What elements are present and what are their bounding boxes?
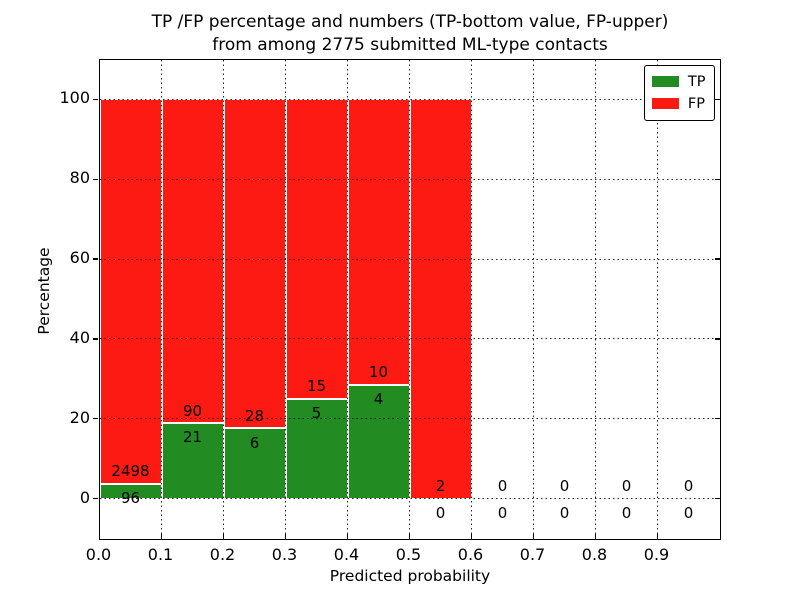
x-tick-label-0.2: 0.2 [209,545,236,564]
fp-count-label-0.2: 28 [244,406,265,425]
x-gridline-0.8 [595,59,596,539]
fp-count-label-0: 2498 [111,462,150,481]
x-axis-label: Predicted probability [329,567,491,585]
x-tick-label-0.7: 0.7 [519,545,546,564]
grid-layer [99,59,720,539]
y-tick-label-60: 60 [69,248,90,268]
bar-fp-0.3 [285,99,348,399]
tp-count-label-0.7: 0 [559,503,570,522]
chart-title-line1: TP /FP percentage and numbers (TP-bottom… [151,12,669,32]
x-gridline-0.7 [533,59,534,539]
y-tick-right-80 [714,178,720,180]
bar-fp-0.1 [161,99,224,424]
y-tick-label-100: 100 [59,88,90,108]
legend-label-tp: TP [687,73,706,90]
x-tick-label-0.1: 0.1 [147,545,174,564]
bar-fp-0.5 [409,99,472,499]
tp-count-label-0.9: 0 [683,503,694,522]
x-tick-label-0.5: 0.5 [395,545,422,564]
annotation-layer: 2498 96 90 21 28 6 15 5 10 4 2 0 0 0 0 0 0 0 0 0 [100,60,720,539]
x-gridline-0.6 [471,59,472,539]
legend-swatch-fp [651,98,679,109]
bar-tp-0.4 [347,384,410,499]
y-tick-label-80: 80 [69,168,90,188]
y-tick-right-0 [714,497,720,500]
tp-count-label-0.6: 0 [497,503,508,522]
bar-tp-0.3 [285,398,348,499]
chart-title-line2: from among 2775 submitted ML-type contac… [212,35,608,55]
tick-layer [93,60,720,539]
fp-count-label-0.8: 0 [621,477,632,496]
x-tick-0.6 [470,533,473,539]
x-tick-0.9 [656,533,659,539]
x-tick-label-0.8: 0.8 [581,545,608,564]
y-tick-40 [93,338,98,340]
x-gridline-0.3 [285,59,286,539]
fp-count-label-0.6: 0 [497,477,508,496]
bar-fp-0.2 [223,99,286,429]
x-tick-label-0.9: 0.9 [643,545,670,564]
y-tick-right-40 [714,338,720,340]
plot-area: 2498 96 90 21 28 6 15 5 10 4 2 0 0 0 0 0 0 0 0 0 TP FP [93,58,721,540]
y-tick-20 [93,418,98,420]
tp-count-label-0.8: 0 [621,503,632,522]
fp-count-label-0.9: 0 [683,477,694,496]
fp-count-label-0.3: 15 [306,377,327,396]
y-tick-80 [93,178,98,180]
x-tick-label-0.6: 0.6 [457,545,484,564]
bar-fp-0 [99,99,162,484]
x-tick-label-0.4: 0.4 [333,545,360,564]
tp-count-label-0: 96 [120,489,141,508]
tp-count-label-0.3: 5 [311,404,322,423]
y-tick-100 [93,98,98,101]
y-tick-label-0: 0 [79,487,90,507]
x-gridline-0.4 [347,59,348,539]
fp-count-label-0.7: 0 [559,477,570,496]
x-tick-0.7 [532,533,535,539]
x-tick-label-0.3: 0.3 [271,545,298,564]
x-tick-0.4 [346,533,349,539]
tp-count-label-0.2: 6 [249,433,260,452]
legend-entry-fp: FP [651,93,706,115]
bar-tp-0.2 [223,428,286,499]
x-tick-0.5 [408,533,411,539]
x-gridline-0.9 [657,59,658,539]
x-tick-0.2 [222,533,225,539]
y-tick-right-60 [714,258,720,260]
y-tick-right-100 [714,98,720,101]
tp-count-label-0.5: 0 [435,503,446,522]
y-tick-60 [93,258,98,260]
y-tick-label-20: 20 [69,407,90,427]
fp-count-label-0.4: 10 [368,363,389,382]
x-gridline-0.2 [223,59,224,539]
x-tick-0.3 [284,533,287,539]
x-tick-0.8 [594,533,597,539]
y-tick-0 [93,497,98,500]
x-gridline-0.1 [161,59,162,539]
x-gridline-0.5 [409,59,410,539]
tp-count-label-0.1: 21 [182,428,203,447]
fp-count-label-0.5: 2 [435,477,446,496]
fp-count-label-0.1: 90 [182,401,203,420]
legend: TP FP [643,64,715,121]
y-tick-label-40: 40 [69,327,90,347]
legend-swatch-tp [651,76,679,87]
y-tick-right-20 [714,418,720,420]
bars-layer [99,60,720,539]
x-tick-label-0.0: 0.0 [85,545,112,564]
bar-fp-0.4 [347,99,410,385]
x-tick-0.1 [160,533,163,539]
tp-count-label-0.4: 4 [373,389,384,408]
legend-label-fp: FP [687,95,705,112]
legend-entry-tp: TP [651,71,706,93]
chart-title: TP /FP percentage and numbers (TP-bottom… [100,11,720,57]
